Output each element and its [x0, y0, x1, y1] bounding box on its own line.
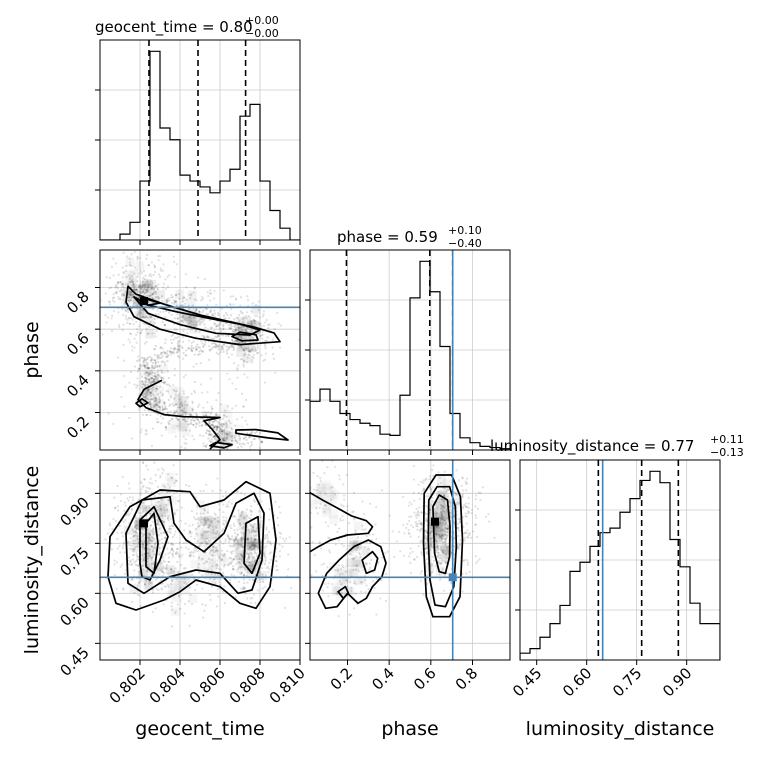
density-layer [100, 250, 496, 628]
contour-line [422, 474, 464, 618]
y-tick-label: 0.75 [56, 543, 92, 579]
x-tick-label: 0.8 [452, 664, 482, 694]
contour-line [231, 331, 259, 342]
title-phase-sup: +0.10 [448, 224, 482, 237]
title-phase: phase = 0.59 [337, 228, 438, 246]
contour-line [361, 550, 379, 575]
x-tick-label: 0.90 [659, 664, 695, 700]
histogram-phase [310, 260, 510, 450]
title-phase-sub: −0.40 [448, 237, 482, 250]
y-tick-label: 0.45 [56, 643, 92, 679]
contour-line [145, 512, 159, 575]
panel-frame-2_1 [309, 459, 511, 661]
title-luminosity-distance: luminosity_distance = 0.77 [490, 437, 694, 456]
y-tick-label: 0.8 [63, 288, 93, 318]
contour-line [107, 480, 277, 611]
title-geocent-time-sup: +0.00 [245, 14, 279, 27]
histogram-luminosity_distance [520, 470, 720, 660]
ylabel-phase: phase [21, 321, 43, 378]
max-density-marker [140, 297, 148, 306]
title-geocent-time-sub: −0.00 [245, 27, 279, 40]
x-tick-label: 0.806 [186, 664, 229, 707]
contour-line [243, 515, 261, 575]
x-tick-label: 0.60 [559, 664, 595, 700]
y-tick-label: 0.2 [63, 413, 93, 443]
contour-line [209, 441, 233, 449]
x-tick-label: 0.2 [327, 664, 357, 694]
max-density-marker [431, 517, 439, 526]
contour-line [317, 539, 387, 610]
max-density-marker [140, 519, 148, 528]
histogram-geocent_time [100, 50, 300, 240]
y-tick-label: 0.4 [63, 371, 93, 401]
contour-line [135, 397, 149, 408]
x-tick-label: 0.804 [146, 664, 189, 707]
contour-line [133, 296, 261, 336]
x-tick-label: 0.802 [106, 664, 149, 707]
x-tick-label: 0.6 [410, 664, 440, 694]
xlabel-phase: phase [381, 718, 438, 740]
x-tick-label: 0.75 [609, 664, 645, 700]
x-tick-label: 0.45 [509, 664, 545, 700]
ylabel-luminosity-distance: luminosity_distance [21, 466, 43, 655]
histogram-layer [100, 50, 720, 660]
title-geocent-time: geocent_time = 0.80 [95, 18, 253, 37]
xlabel-luminosity-distance: luminosity_distance [526, 718, 715, 740]
contour-line [427, 485, 458, 608]
contour-line [432, 494, 451, 575]
contour-line [235, 428, 289, 441]
contour-line [137, 379, 221, 450]
contour-line [125, 285, 281, 346]
x-tick-label: 0.810 [266, 664, 309, 707]
panel-frame-2_0 [99, 459, 301, 661]
y-tick-label: 0.90 [56, 493, 92, 529]
x-tick-label: 0.4 [368, 664, 398, 694]
quantile-and-truth-layer [100, 40, 680, 660]
contour-line [310, 491, 374, 553]
y-tick-label: 0.6 [63, 329, 93, 359]
y-tick-label: 0.60 [56, 593, 92, 629]
x-tick-label: 0.808 [226, 664, 269, 707]
panel-frame-1_0 [99, 249, 301, 451]
title-luminosity-distance-sub: −0.13 [710, 446, 744, 459]
xlabel-geocent-time: geocent_time [135, 718, 264, 740]
truth-marker [448, 573, 457, 582]
title-luminosity-distance-sup: +0.11 [710, 433, 744, 446]
contour-line [337, 585, 350, 600]
